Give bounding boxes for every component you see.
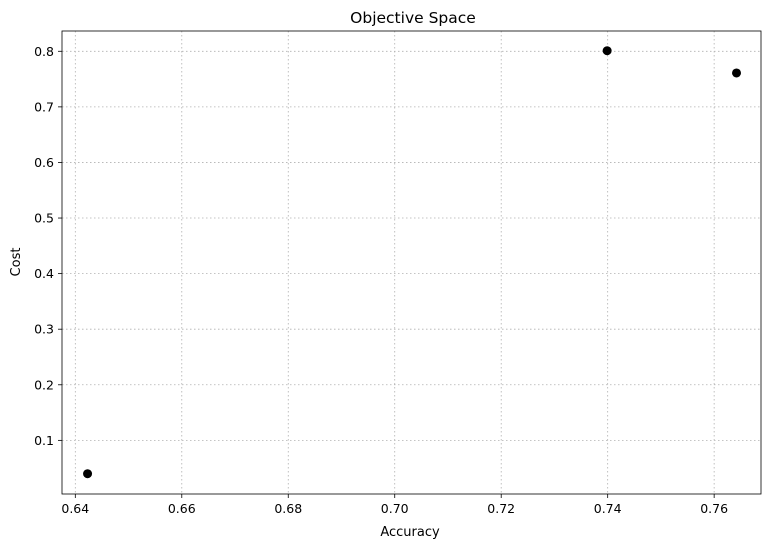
data-point bbox=[732, 68, 742, 78]
x-tick-label: 0.74 bbox=[594, 501, 622, 516]
data-points bbox=[83, 46, 742, 479]
y-tick-label: 0.2 bbox=[34, 377, 54, 392]
y-tick-label: 0.1 bbox=[34, 433, 54, 448]
x-axis-label: Accuracy bbox=[380, 525, 440, 540]
y-axis: 0.1 0.2 0.3 0.4 0.5 0.6 0.7 0.8 bbox=[34, 44, 62, 448]
x-tick-label: 0.64 bbox=[61, 501, 89, 516]
chart-title: Objective Space bbox=[350, 9, 476, 27]
y-axis-label: Cost bbox=[9, 248, 24, 277]
x-tick-label: 0.66 bbox=[168, 501, 196, 516]
y-tick-label: 0.3 bbox=[34, 322, 54, 337]
data-point bbox=[83, 469, 93, 479]
y-tick-label: 0.4 bbox=[34, 266, 54, 281]
grid bbox=[62, 31, 761, 494]
x-tick-label: 0.76 bbox=[700, 501, 728, 516]
x-tick-label: 0.70 bbox=[381, 501, 409, 516]
y-tick-label: 0.7 bbox=[34, 99, 54, 114]
y-tick-label: 0.8 bbox=[34, 44, 54, 59]
x-tick-label: 0.72 bbox=[487, 501, 515, 516]
y-tick-label: 0.6 bbox=[34, 155, 54, 170]
x-tick-label: 0.68 bbox=[274, 501, 302, 516]
data-point bbox=[602, 46, 612, 56]
plot-area-frame bbox=[61, 30, 762, 495]
y-tick-label: 0.5 bbox=[34, 211, 54, 226]
x-axis: 0.64 0.66 0.68 0.70 0.72 0.74 0.76 bbox=[61, 494, 728, 516]
